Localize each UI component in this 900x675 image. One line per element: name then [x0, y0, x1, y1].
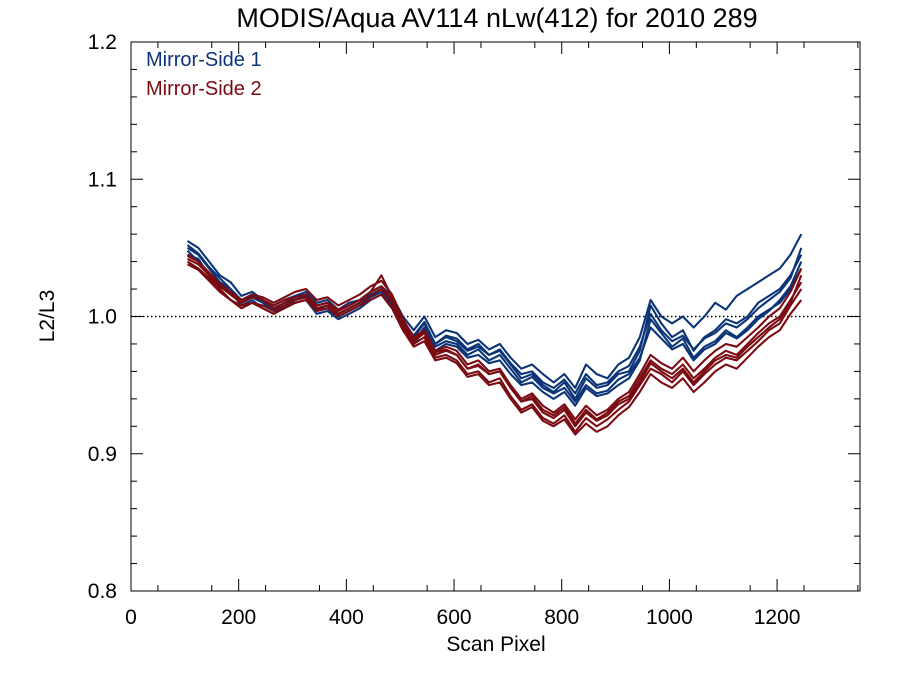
y-tick-label: 1.0 [88, 306, 117, 329]
series-line-ms2-8 [187, 263, 803, 436]
series-layer [186, 233, 803, 436]
x-tick-label: 600 [437, 606, 472, 629]
x-tick-label: 200 [221, 606, 256, 629]
x-axis-label: Scan Pixel [446, 633, 545, 656]
y-tick-label: 1.2 [88, 31, 117, 54]
x-tick-label: 400 [329, 606, 364, 629]
series-line-ms1-2 [186, 249, 803, 407]
legend-label-mirror-side-2: Mirror-Side 2 [146, 78, 262, 100]
x-tick-label: 0 [125, 606, 137, 629]
chart-title: MODIS/Aqua AV114 nLw(412) for 2010 289 [236, 3, 757, 33]
y-tick-label: 0.9 [88, 443, 117, 466]
x-tick-label: 1000 [646, 606, 693, 629]
series-line-ms1-3 [187, 253, 803, 403]
x-tick-label: 1200 [754, 606, 801, 629]
series-line-ms2-7 [186, 253, 803, 421]
x-tick-label: 800 [544, 606, 579, 629]
y-tick-label: 0.8 [88, 580, 117, 603]
axis-ticks: 0 200 400 600 800 1000 1200 0.8 0.9 1.0 1.1 1.2 [88, 31, 860, 629]
y-tick-label: 1.1 [88, 168, 117, 191]
series-line-ms2-6 [186, 260, 803, 433]
series-line-ms2-5 [187, 257, 803, 425]
series-line-ms2-9 [187, 255, 803, 428]
legend: Mirror-Side 1 Mirror-Side 2 [146, 49, 262, 100]
legend-label-mirror-side-1: Mirror-Side 1 [146, 49, 262, 71]
y-axis-label: L2/L3 [36, 290, 59, 343]
